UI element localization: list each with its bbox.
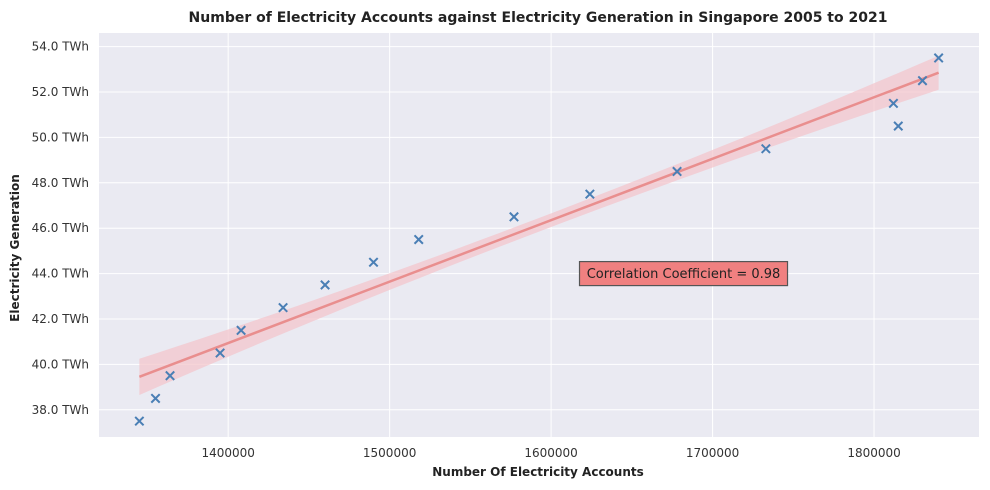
annotation-layer: Correlation Coefficient = 0.98 (578, 260, 789, 287)
y-tick-label: 38.0 TWh (32, 403, 89, 417)
data-point (509, 211, 519, 222)
y-axis-ticks: 38.0 TWh 40.0 TWh 42.0 TWh 44.0 TWh 46.0 TWh… (32, 40, 89, 417)
x-axis-label: Number Of Electricity Accounts (432, 465, 644, 479)
plot-area (99, 33, 979, 437)
data-point (933, 53, 944, 63)
y-tick-label: 54.0 TWh (32, 40, 89, 54)
y-tick-label: 46.0 TWh (32, 221, 89, 235)
data-point (165, 370, 175, 381)
x-tick-label: 1600000 (524, 446, 577, 460)
regression-line (138, 71, 940, 379)
y-tick-label: 42.0 TWh (32, 312, 89, 326)
data-point (150, 393, 161, 404)
x-tick-label: 1700000 (686, 446, 739, 460)
correlation-annotation: Correlation Coefficient = 0.98 (587, 267, 781, 282)
data-point (760, 143, 771, 154)
x-axis-ticks: 1400000 1500000 1600000 1700000 1800000 (201, 446, 900, 460)
data-point (917, 75, 928, 86)
data-point (888, 98, 899, 109)
data-point (672, 166, 682, 177)
y-tick-label: 44.0 TWh (32, 267, 89, 281)
y-tick-label: 52.0 TWh (32, 85, 89, 99)
data-point (215, 348, 226, 358)
x-tick-label: 1800000 (847, 446, 900, 460)
y-tick-label: 40.0 TWh (32, 357, 89, 371)
y-axis-label: Electricity Generation (8, 174, 22, 322)
data-point (893, 121, 904, 131)
data-point (236, 325, 246, 336)
y-tick-label: 50.0 TWh (32, 130, 89, 144)
y-tick-label: 48.0 TWh (32, 176, 89, 190)
data-point (368, 257, 379, 268)
data-points (134, 53, 944, 427)
x-tick-label: 1500000 (363, 446, 416, 460)
data-point (134, 416, 145, 427)
chart-title: Number of Electricity Accounts against E… (189, 10, 888, 26)
x-tick-label: 1400000 (201, 446, 254, 460)
data-point (320, 280, 330, 290)
annotation-box (578, 260, 789, 287)
regression-line-layer (138, 71, 940, 379)
data-point (584, 189, 595, 200)
data-point (278, 302, 288, 313)
grid-lines (99, 33, 979, 437)
data-point (413, 234, 424, 245)
